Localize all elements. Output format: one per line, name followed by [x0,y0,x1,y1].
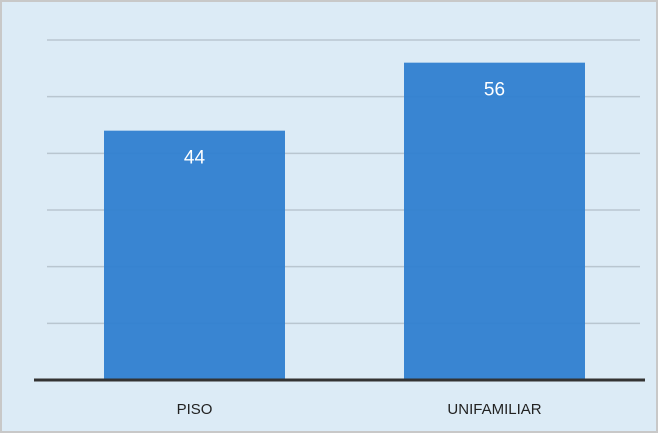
value-label: 44 [184,148,206,169]
bar [404,62,585,381]
bar [104,130,285,380]
x-tick-label: UNIFAMILIAR [447,401,541,418]
x-tick-label: PISO [177,401,213,418]
value-label: 56 [484,80,505,101]
